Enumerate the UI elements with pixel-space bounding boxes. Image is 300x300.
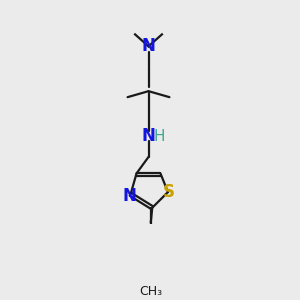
Text: N: N: [142, 127, 155, 145]
Text: S: S: [163, 183, 175, 201]
Text: N: N: [142, 37, 155, 55]
Text: H: H: [153, 128, 165, 143]
Text: CH₃: CH₃: [139, 285, 162, 298]
Text: N: N: [123, 187, 137, 205]
